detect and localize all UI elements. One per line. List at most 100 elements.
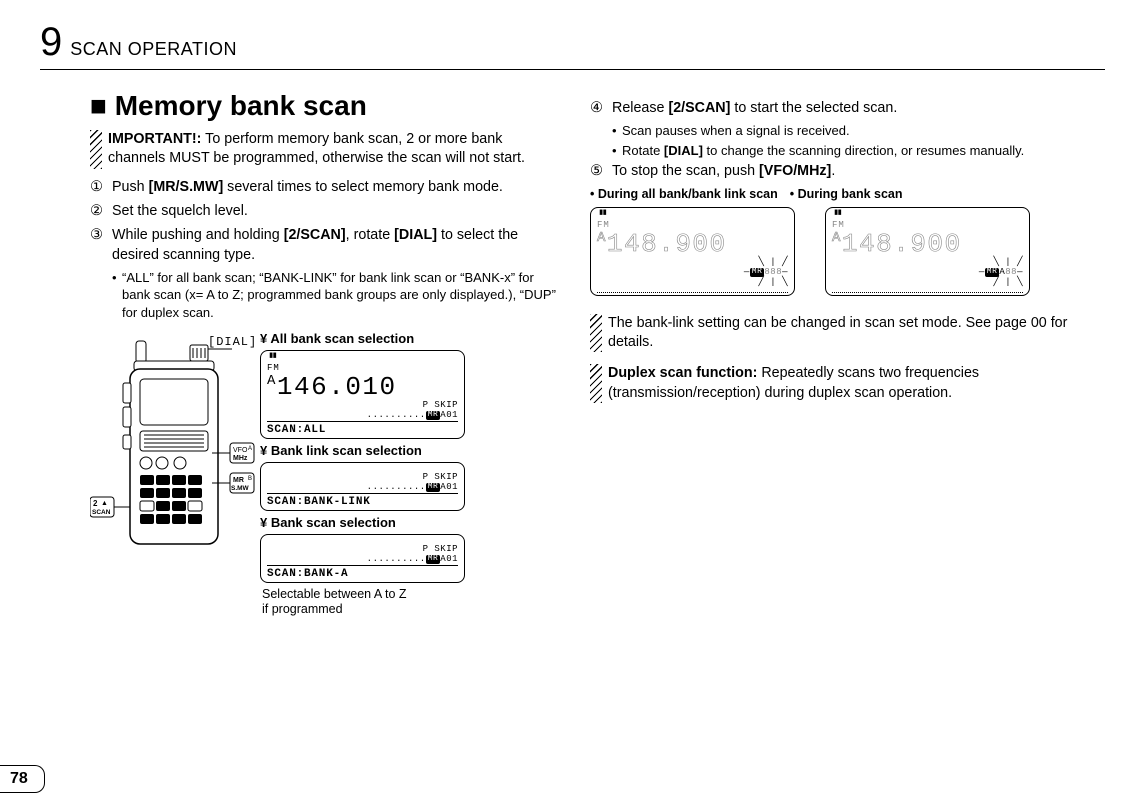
banklink-note: The bank-link setting can be changed in …: [608, 314, 1100, 353]
header-rule: [40, 69, 1105, 70]
screen-band: A: [597, 230, 607, 246]
screen-freq: 146.010: [277, 372, 397, 402]
bank-scan-label: ¥ Bank scan selection: [260, 515, 560, 530]
screen-scan-b: ▝▘FM A148.900 ╲ | ╱ —MRA88— ╱ | ╲: [825, 207, 1030, 296]
screen-freq: 148.900: [607, 229, 727, 259]
hashfill-icon: [90, 130, 102, 169]
screen-freq: 148.900: [842, 229, 962, 259]
svg-text:B: B: [248, 476, 252, 482]
screen-ch: A88: [999, 267, 1017, 277]
screen-all-bank: ▝▘FM A146.010 P SKIP ..........MRA01 SCA…: [260, 350, 465, 439]
header-all-bank-link: • During all bank/bank link scan: [590, 187, 778, 201]
step-text: Set the squelch level.: [112, 201, 248, 221]
screen-ch: A01: [440, 482, 458, 492]
step-text: .: [831, 163, 835, 179]
duplex-note: Duplex scan function: Repeatedly scans t…: [608, 364, 1100, 403]
important-text: IMPORTANT!: To perform memory bank scan,…: [108, 130, 560, 169]
hashfill-icon: [590, 364, 602, 403]
step-bold: [2/SCAN]: [668, 100, 730, 116]
substep: •“ALL” for all bank scan; “BANK-LINK” fo…: [112, 269, 560, 322]
svg-text:MR: MR: [233, 477, 244, 484]
step-bold: [DIAL]: [394, 227, 437, 243]
step-text: to start the selected scan.: [730, 100, 897, 116]
pskip-label: P SKIP: [423, 472, 458, 482]
step-bold: [2/SCAN]: [284, 227, 346, 243]
step-text: To stop the scan, push: [612, 163, 759, 179]
step-marker: ①: [90, 177, 112, 197]
substep-text: to change the scanning direction, or res…: [703, 143, 1024, 158]
svg-text:VFO: VFO: [233, 447, 248, 454]
step-marker: ③: [90, 225, 112, 265]
radio-illustration: [DIAL]: [90, 329, 260, 628]
step-text: several times to select memory bank mode…: [223, 179, 503, 195]
screen-ch: A01: [440, 410, 458, 420]
step-text: While pushing and holding: [112, 227, 284, 243]
bank-link-scan-label: ¥ Bank link scan selection: [260, 443, 560, 458]
radio-svg: [DIAL]: [90, 335, 255, 565]
mr-badge: MR: [750, 268, 765, 277]
substep-text: Scan pauses when a signal is received.: [622, 122, 850, 140]
radio-figure: [DIAL]: [90, 329, 560, 628]
svg-text:MHz: MHz: [233, 455, 248, 462]
screen-bottom: SCAN:BANK-A: [267, 565, 458, 580]
screen-ch: A01: [440, 554, 458, 564]
header: 9 SCAN OPERATION: [0, 20, 1145, 65]
duplex-note-block: Duplex scan function: Repeatedly scans t…: [590, 364, 1100, 403]
screen-bank-link: P SKIP ..........MRA01 SCAN:BANK-LINK: [260, 462, 465, 511]
banklink-note-block: The bank-link setting can be changed in …: [590, 314, 1100, 353]
screen-band: A: [832, 230, 842, 246]
substep-text: “ALL” for all bank scan; “BANK-LINK” for…: [122, 269, 560, 322]
section-title-text: Memory bank scan: [115, 90, 367, 121]
right-column: ④ Release [2/SCAN] to start the selected…: [590, 90, 1110, 628]
svg-text:▲: ▲: [101, 500, 108, 507]
step-bold: [MR/S.MW]: [149, 179, 224, 195]
svg-text:2: 2: [93, 499, 98, 508]
screen-bottom: SCAN:ALL: [267, 421, 458, 436]
step-marker: ④: [590, 98, 612, 118]
step-5: ⑤ To stop the scan, push [VFO/MHz].: [590, 161, 1100, 181]
substeps-3: •“ALL” for all bank scan; “BANK-LINK” fo…: [90, 269, 560, 322]
screen-bank: P SKIP ..........MRA01 SCAN:BANK-A: [260, 534, 465, 583]
step-text: Release: [612, 100, 668, 116]
pskip-label: P SKIP: [423, 400, 458, 410]
scan-display-headers: • During all bank/bank link scan • Durin…: [590, 187, 1100, 201]
mr-badge: MR: [426, 411, 441, 420]
content: ■ Memory bank scan IMPORTANT!: To perfor…: [0, 90, 1145, 628]
duplex-label: Duplex scan function:: [608, 365, 757, 381]
chapter-number: 9: [40, 20, 62, 65]
step-4: ④ Release [2/SCAN] to start the selected…: [590, 98, 1100, 118]
scan-display-screens: ▝▘FM A148.900 ╲ | ╱ —MR888— ╱ | ╲ ▝▘FM A…: [590, 207, 1100, 300]
dial-label: [DIAL]: [208, 335, 255, 349]
screen-scan-a: ▝▘FM A148.900 ╲ | ╱ —MR888— ╱ | ╲: [590, 207, 795, 296]
chapter-title: SCAN OPERATION: [70, 39, 237, 60]
mr-badge: MR: [426, 483, 441, 492]
svg-text:SCAN: SCAN: [92, 509, 111, 516]
steps-left: ① Push [MR/S.MW] several times to select…: [90, 177, 560, 322]
header-bank-scan: • During bank scan: [790, 187, 903, 201]
bank-caption: Selectable between A to Z if programmed: [262, 587, 560, 618]
substep: •Scan pauses when a signal is received.: [612, 122, 1100, 140]
step-text: Push: [112, 179, 149, 195]
section-title: ■ Memory bank scan: [90, 90, 560, 122]
substep-text: Rotate: [622, 143, 664, 158]
substeps-4: •Scan pauses when a signal is received. …: [590, 122, 1100, 159]
step-text: , rotate: [346, 227, 394, 243]
pskip-label: P SKIP: [423, 544, 458, 554]
screen-stack: ¥ All bank scan selection ▝▘FM A146.010 …: [260, 329, 560, 628]
page-number: 78: [0, 765, 45, 793]
step-marker: ②: [90, 201, 112, 221]
left-column: ■ Memory bank scan IMPORTANT!: To perfor…: [90, 90, 590, 628]
hashfill-icon: [590, 314, 602, 353]
step-2: ② Set the squelch level.: [90, 201, 560, 221]
step-3: ③ While pushing and holding [2/SCAN], ro…: [90, 225, 560, 265]
important-block: IMPORTANT!: To perform memory bank scan,…: [90, 130, 560, 169]
important-label: IMPORTANT!:: [108, 131, 201, 147]
step-1: ① Push [MR/S.MW] several times to select…: [90, 177, 560, 197]
mr-badge: MR: [985, 268, 1000, 277]
step-bold: [VFO/MHz]: [759, 163, 831, 179]
svg-text:A: A: [248, 446, 252, 452]
steps-right: ④ Release [2/SCAN] to start the selected…: [590, 98, 1100, 181]
step-marker: ⑤: [590, 161, 612, 181]
all-bank-scan-label: ¥ All bank scan selection: [260, 331, 560, 346]
section-bullet: ■: [90, 90, 107, 121]
